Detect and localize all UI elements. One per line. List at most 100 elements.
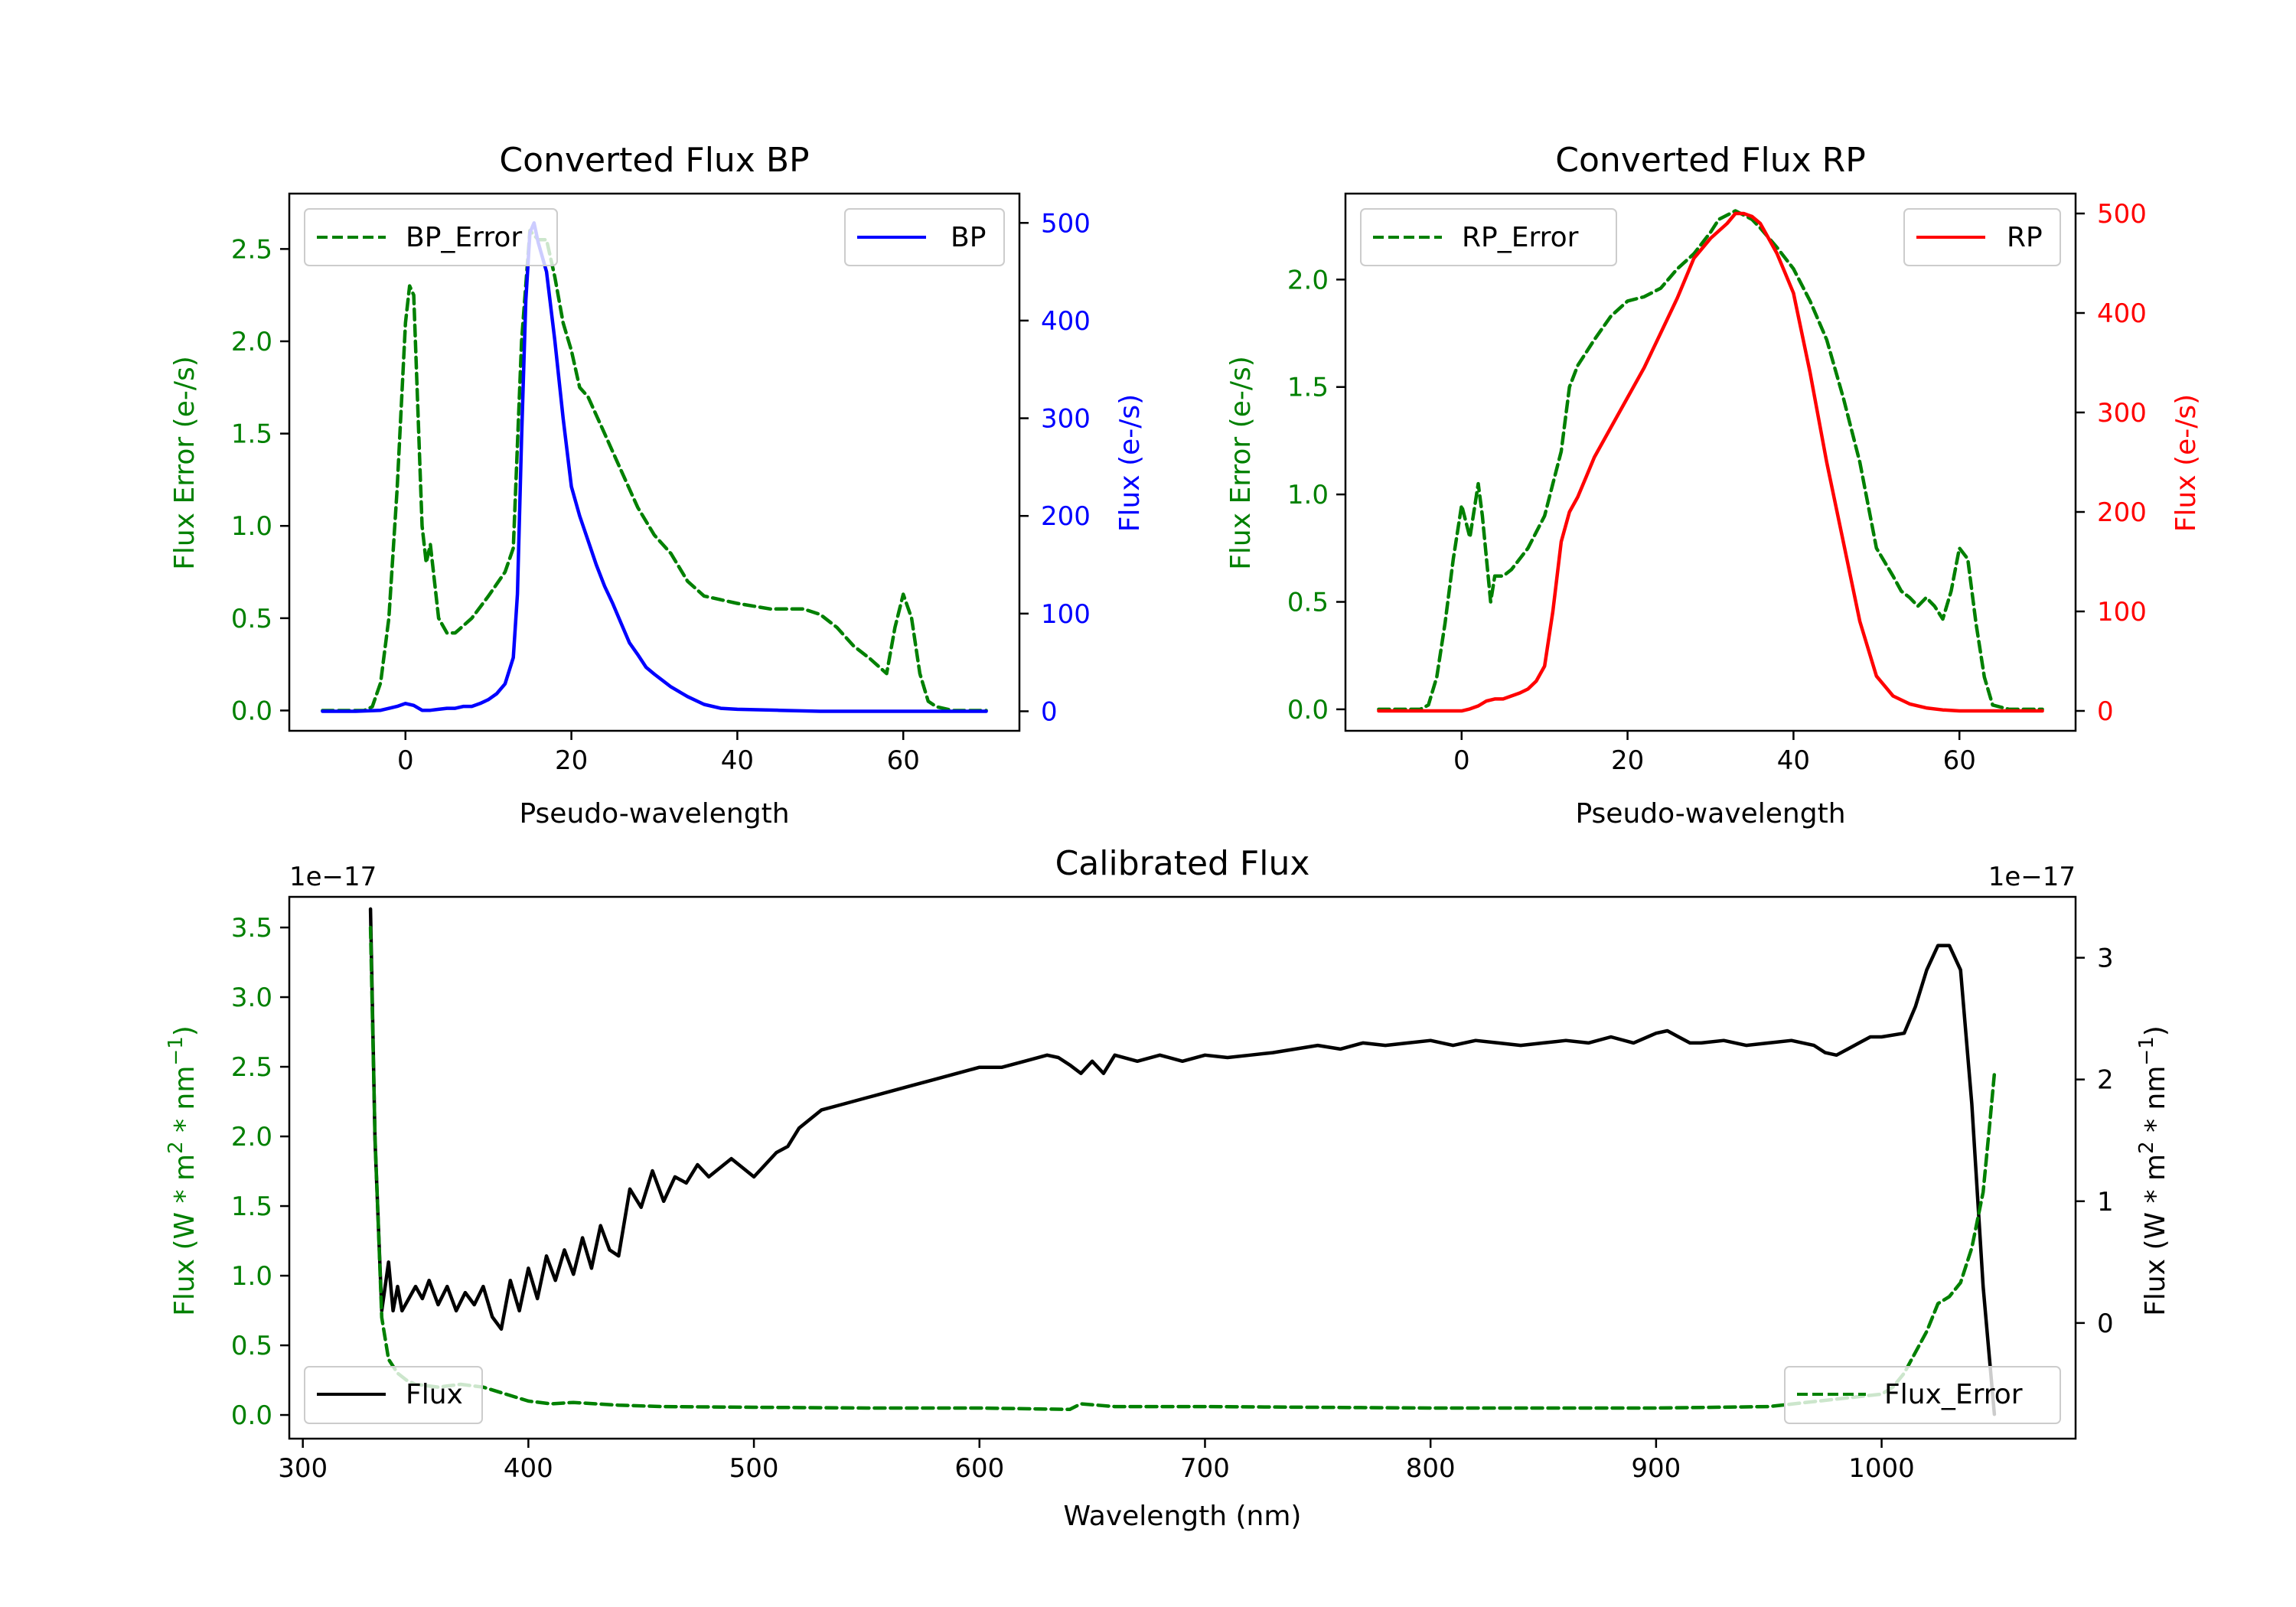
bp-xtick-label: 60	[887, 745, 920, 776]
cal-ytick-left-label: 0.5	[231, 1331, 272, 1361]
bp-legend-error: BP_Error	[304, 208, 558, 266]
cal-ylabel-left-part1: Flux (W * m	[169, 1154, 201, 1316]
cal-xlabel: Wavelength (nm)	[1064, 1501, 1302, 1532]
cal-xtick-label: 400	[504, 1453, 553, 1484]
cal-legend-flux-box	[304, 1366, 483, 1424]
cal-xtick-label: 600	[954, 1453, 1004, 1484]
bp-series-bp-line	[321, 221, 988, 713]
cal-legend-error-box	[1784, 1366, 2061, 1424]
bp-subplot: Converted Flux BP 0 20 40 60 0.0 0.5 1.0 1.5 2.…	[169, 141, 1146, 830]
bp-ytick-left-label: 1.5	[231, 419, 272, 450]
bp-ytick-left-label: 0.0	[231, 696, 272, 726]
rp-xtick-label: 20	[1611, 745, 1644, 776]
cal-ytick-left-label: 3.0	[231, 983, 272, 1013]
cal-xtick-label: 700	[1180, 1453, 1230, 1484]
rp-ytick-right-label: 400	[2097, 298, 2147, 329]
cal-series-flux-error-line	[368, 925, 1997, 1412]
cal-xtick-label: 500	[729, 1453, 779, 1484]
bp-ylabel-right: Flux (e-/s)	[1114, 394, 1146, 532]
rp-series-rp-error-line	[1377, 209, 2044, 712]
cal-series-lines	[368, 907, 1997, 1416]
cal-yticks-right: 0 1 2 3	[2076, 944, 2114, 1339]
rp-ytick-left-label: 1.5	[1287, 373, 1329, 403]
cal-offset-left: 1e−17	[289, 862, 377, 892]
bp-xtick-label: 0	[397, 745, 414, 776]
cal-ytick-right-label: 1	[2097, 1187, 2114, 1217]
cal-xticks: 300 400 500 600 700 800 900 1000	[278, 1439, 1915, 1484]
cal-ylabel-right: Flux (W * m2 * nm−1)	[2135, 1025, 2171, 1316]
bp-legend-error-label: BP_Error	[406, 222, 522, 253]
bp-ytick-right-label: 100	[1041, 599, 1091, 630]
rp-ytick-right-label: 500	[2097, 199, 2147, 230]
bp-xtick-label: 20	[555, 745, 588, 776]
rp-xtick-label: 60	[1943, 745, 1976, 776]
cal-legend-flux: Flux	[304, 1366, 483, 1424]
rp-xticks: 0 20 40 60	[1453, 731, 1976, 776]
cal-ylabel-right-part2: * nm	[2140, 1066, 2171, 1142]
cal-subplot: Calibrated Flux 1e−17 1e−17 300 400 500 600…	[165, 844, 2171, 1532]
cal-ytick-left-label: 2.5	[231, 1052, 272, 1083]
rp-title: Converted Flux RP	[1555, 141, 1866, 180]
rp-legend-error-label: RP_Error	[1462, 222, 1579, 253]
cal-xtick-label: 300	[278, 1453, 328, 1484]
cal-legend-flux-label: Flux	[406, 1379, 463, 1410]
bp-yticks-right: 0 100 200 300 400 500	[1019, 208, 1091, 727]
cal-plot-frame	[288, 895, 2077, 1440]
bp-ylabel-left: Flux Error (e-/s)	[169, 356, 201, 570]
rp-yticks-right: 0 100 200 300 400 500	[2076, 199, 2147, 727]
bp-series-bp-error-line	[321, 228, 988, 712]
bp-ytick-left-label: 0.5	[231, 604, 272, 634]
cal-ylabel-left-part3: )	[169, 1025, 201, 1036]
bp-plot-frame	[288, 192, 1021, 732]
bp-legend-flux-label: BP	[951, 222, 986, 253]
bp-ytick-right-label: 0	[1041, 696, 1058, 727]
rp-ytick-left-label: 0.5	[1287, 588, 1329, 618]
cal-offset-right: 1e−17	[1988, 862, 2076, 892]
rp-ytick-right-label: 100	[2097, 597, 2147, 627]
bp-ytick-left-label: 1.0	[231, 511, 272, 542]
rp-legend-flux: RP	[1903, 208, 2061, 266]
rp-legend-error-box	[1360, 208, 1617, 266]
rp-legend-flux-label: RP	[2007, 222, 2043, 253]
cal-ylabel-right-sup2: −1	[2135, 1036, 2158, 1065]
cal-xtick-label: 1000	[1848, 1453, 1915, 1484]
bp-xtick-label: 40	[721, 745, 754, 776]
rp-xtick-label: 40	[1777, 745, 1810, 776]
rp-xtick-label: 0	[1453, 745, 1470, 776]
cal-ylabel-left: Flux (W * m2 * nm−1)	[165, 1025, 201, 1316]
cal-legend-error-label: Flux_Error	[1884, 1379, 2023, 1410]
bp-ytick-right-label: 400	[1041, 306, 1091, 337]
rp-ytick-right-label: 0	[2097, 696, 2114, 727]
cal-ytick-left-label: 0.0	[231, 1400, 272, 1431]
cal-ytick-left-label: 1.0	[231, 1261, 272, 1292]
rp-ytick-left-label: 1.0	[1287, 480, 1329, 510]
cal-title: Calibrated Flux	[1055, 844, 1310, 883]
cal-ytick-right-label: 3	[2097, 944, 2114, 974]
bp-title: Converted Flux BP	[499, 141, 809, 180]
rp-subplot: Converted Flux RP 0 20 40 60 0.0 0.5 1.0 1.5 2.…	[1225, 141, 2202, 830]
cal-legend-error: Flux_Error	[1784, 1366, 2061, 1424]
rp-legend-error: RP_Error	[1360, 208, 1617, 266]
bp-legend-error-box	[304, 208, 558, 266]
bp-xlabel: Pseudo-wavelength	[519, 798, 789, 830]
cal-series-flux-line	[368, 907, 1997, 1416]
bp-series-lines	[321, 221, 988, 713]
rp-plot-frame	[1344, 192, 2077, 732]
rp-xlabel: Pseudo-wavelength	[1575, 798, 1845, 830]
cal-ytick-left-label: 3.5	[231, 913, 272, 944]
bp-ytick-right-label: 200	[1041, 501, 1091, 532]
bp-ytick-right-label: 300	[1041, 404, 1091, 435]
bp-yticks-left: 0.0 0.5 1.0 1.5 2.0 2.5	[231, 234, 289, 726]
cal-xtick-label: 900	[1631, 1453, 1681, 1484]
cal-ytick-left-label: 2.0	[231, 1122, 272, 1152]
cal-ylabel-left-part2: * nm	[169, 1066, 201, 1142]
cal-ytick-right-label: 0	[2097, 1309, 2114, 1339]
rp-series-lines	[1377, 209, 2044, 713]
rp-ytick-left-label: 2.0	[1287, 265, 1329, 295]
cal-yticks-left: 0.0 0.5 1.0 1.5 2.0 2.5 3.0 3.5	[231, 913, 289, 1431]
rp-ytick-right-label: 200	[2097, 497, 2147, 528]
cal-ylabel-right-sup1: 2	[2135, 1141, 2158, 1154]
bp-legend-flux: BP	[844, 208, 1005, 266]
cal-ylabel-right-part1: Flux (W * m	[2140, 1154, 2171, 1316]
